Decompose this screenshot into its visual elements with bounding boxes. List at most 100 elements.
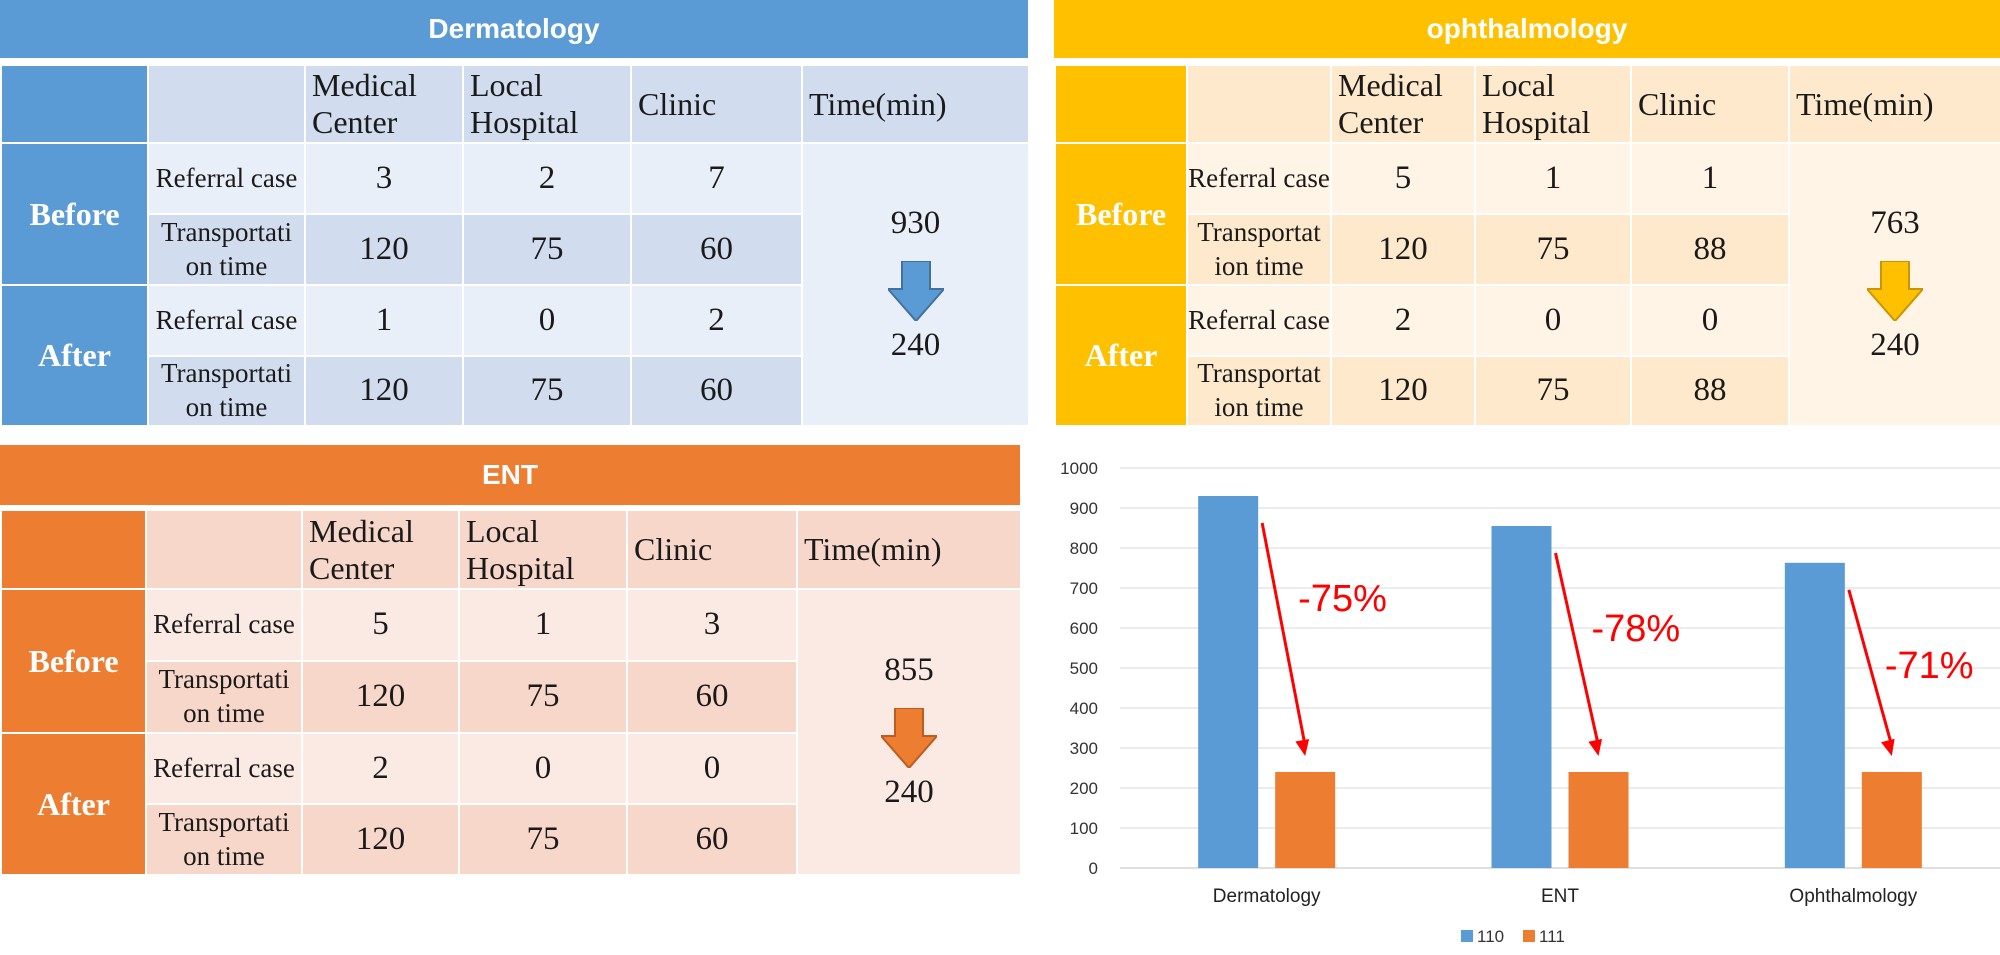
cell-value: 75: [462, 213, 632, 286]
row-label-transport: Transportat ion time: [1186, 355, 1332, 427]
cell-value: 3: [626, 588, 798, 662]
bar: [1275, 772, 1336, 868]
ophthalmology-title: ophthalmology: [1054, 0, 2000, 58]
time-cell: 930 240: [801, 142, 1030, 427]
annotation-label: -71%: [1885, 645, 1974, 687]
cell-value: 0: [1474, 284, 1632, 357]
row-label-transport: Transportati on time: [147, 355, 306, 427]
cell-value: 2: [630, 284, 803, 357]
cell-value: 60: [630, 213, 803, 286]
y-tick-label: 600: [1070, 619, 1098, 638]
header-local-hospital: Local Hospital: [458, 509, 628, 590]
row-label-referral: Referral case: [145, 588, 303, 662]
corner-cell: [1186, 64, 1332, 144]
cell-value: 120: [301, 660, 460, 734]
cell-value: 3: [304, 142, 464, 215]
y-tick-label: 400: [1070, 699, 1098, 718]
group-after: After: [0, 284, 149, 427]
y-tick-label: 0: [1089, 859, 1098, 878]
legend-label: 110: [1477, 927, 1504, 946]
bar: [1198, 496, 1259, 868]
group-before: Before: [0, 588, 147, 734]
annotation-arrow: [1847, 589, 1894, 747]
annotation-arrow: [1554, 552, 1600, 747]
down-arrow-icon: [1867, 260, 1923, 321]
bar-chart: 0 100 200 300 400 500 600 700 800 900 1000 Dermatol…: [1060, 459, 2000, 946]
row-label-transport: Transportat ion time: [1186, 213, 1332, 286]
header-medical-center: Medical Center: [1330, 64, 1476, 144]
header-time: Time(min): [801, 64, 1030, 144]
cell-value: 7: [630, 142, 803, 215]
ent-title: ENT: [0, 445, 1020, 505]
cell-value: 120: [1330, 213, 1476, 286]
cell-value: 5: [1330, 142, 1476, 215]
bar: [1784, 562, 1845, 868]
y-tick-label: 800: [1070, 539, 1098, 558]
legend-swatch: [1523, 930, 1535, 942]
row-label-referral: Referral case: [147, 284, 306, 357]
legend-label: 111: [1539, 927, 1565, 946]
legend-swatch: [1461, 930, 1473, 942]
y-tick-label: 1000: [1060, 459, 1098, 478]
cell-value: 2: [1330, 284, 1476, 357]
cell-value: 75: [462, 355, 632, 427]
time-after: 240: [884, 774, 934, 810]
group-after: After: [0, 732, 147, 876]
header-medical-center: Medical Center: [301, 509, 460, 590]
annotation-arrowhead: [1588, 738, 1603, 756]
cell-value: 1: [304, 284, 464, 357]
time-before: 855: [884, 652, 934, 689]
ent-table: Medical Center Local Hospital Clinic Tim…: [0, 509, 1022, 876]
cell-value: 75: [1474, 213, 1632, 286]
header-time: Time(min): [796, 509, 1022, 590]
y-tick-label: 900: [1070, 499, 1098, 518]
ophthalmology-panel: ophthalmology Medical Center Local Hospi…: [1054, 0, 2000, 427]
cell-value: 0: [626, 732, 798, 805]
group-after: After: [1054, 284, 1188, 427]
ophthalmology-table: Medical Center Local Hospital Clinic Tim…: [1054, 64, 2000, 427]
x-tick-label: ENT: [1541, 886, 1579, 907]
bar: [1568, 772, 1629, 868]
annotation-arrow: [1260, 522, 1307, 747]
cell-value: 120: [1330, 355, 1476, 427]
annotation-arrowhead: [1881, 738, 1895, 756]
cell-value: 5: [301, 588, 460, 662]
annotation-label: -75%: [1298, 578, 1387, 620]
corner-cell: [1054, 64, 1188, 144]
cell-value: 0: [1630, 284, 1790, 357]
down-arrow-icon: [881, 708, 937, 768]
cell-value: 120: [304, 213, 464, 286]
row-label-referral: Referral case: [1186, 142, 1332, 215]
row-label-referral: Referral case: [147, 142, 306, 215]
row-label-transport: Transportati on time: [145, 660, 303, 734]
row-label-referral: Referral case: [145, 732, 303, 805]
y-tick-label: 200: [1070, 779, 1098, 798]
corner-cell: [145, 509, 303, 590]
time-cell: 763 240: [1788, 142, 2000, 427]
dermatology-panel: Dermatology Medical Center Local Hospita…: [0, 0, 1030, 427]
time-before: 763: [1870, 204, 1920, 241]
header-clinic: Clinic: [626, 509, 798, 590]
cell-value: 2: [301, 732, 460, 805]
cell-value: 75: [458, 660, 628, 734]
header-local-hospital: Local Hospital: [462, 64, 632, 144]
cell-value: 1: [1474, 142, 1632, 215]
cell-value: 60: [630, 355, 803, 427]
corner-cell: [147, 64, 306, 144]
header-medical-center: Medical Center: [304, 64, 464, 144]
cell-value: 120: [301, 803, 460, 876]
cell-value: 88: [1630, 213, 1790, 286]
time-after: 240: [1870, 326, 1920, 363]
cell-value: 0: [458, 732, 628, 805]
bar: [1861, 772, 1922, 868]
cell-value: 60: [626, 803, 798, 876]
y-tick-label: 300: [1070, 739, 1098, 758]
header-time: Time(min): [1788, 64, 2000, 144]
corner-cell: [0, 64, 149, 144]
cell-value: 1: [1630, 142, 1790, 215]
x-tick-label: Dermatology: [1213, 886, 1321, 907]
annotation-arrowhead: [1295, 738, 1310, 756]
group-before: Before: [0, 142, 149, 286]
cell-value: 60: [626, 660, 798, 734]
row-label-transport: Transportati on time: [147, 213, 306, 286]
